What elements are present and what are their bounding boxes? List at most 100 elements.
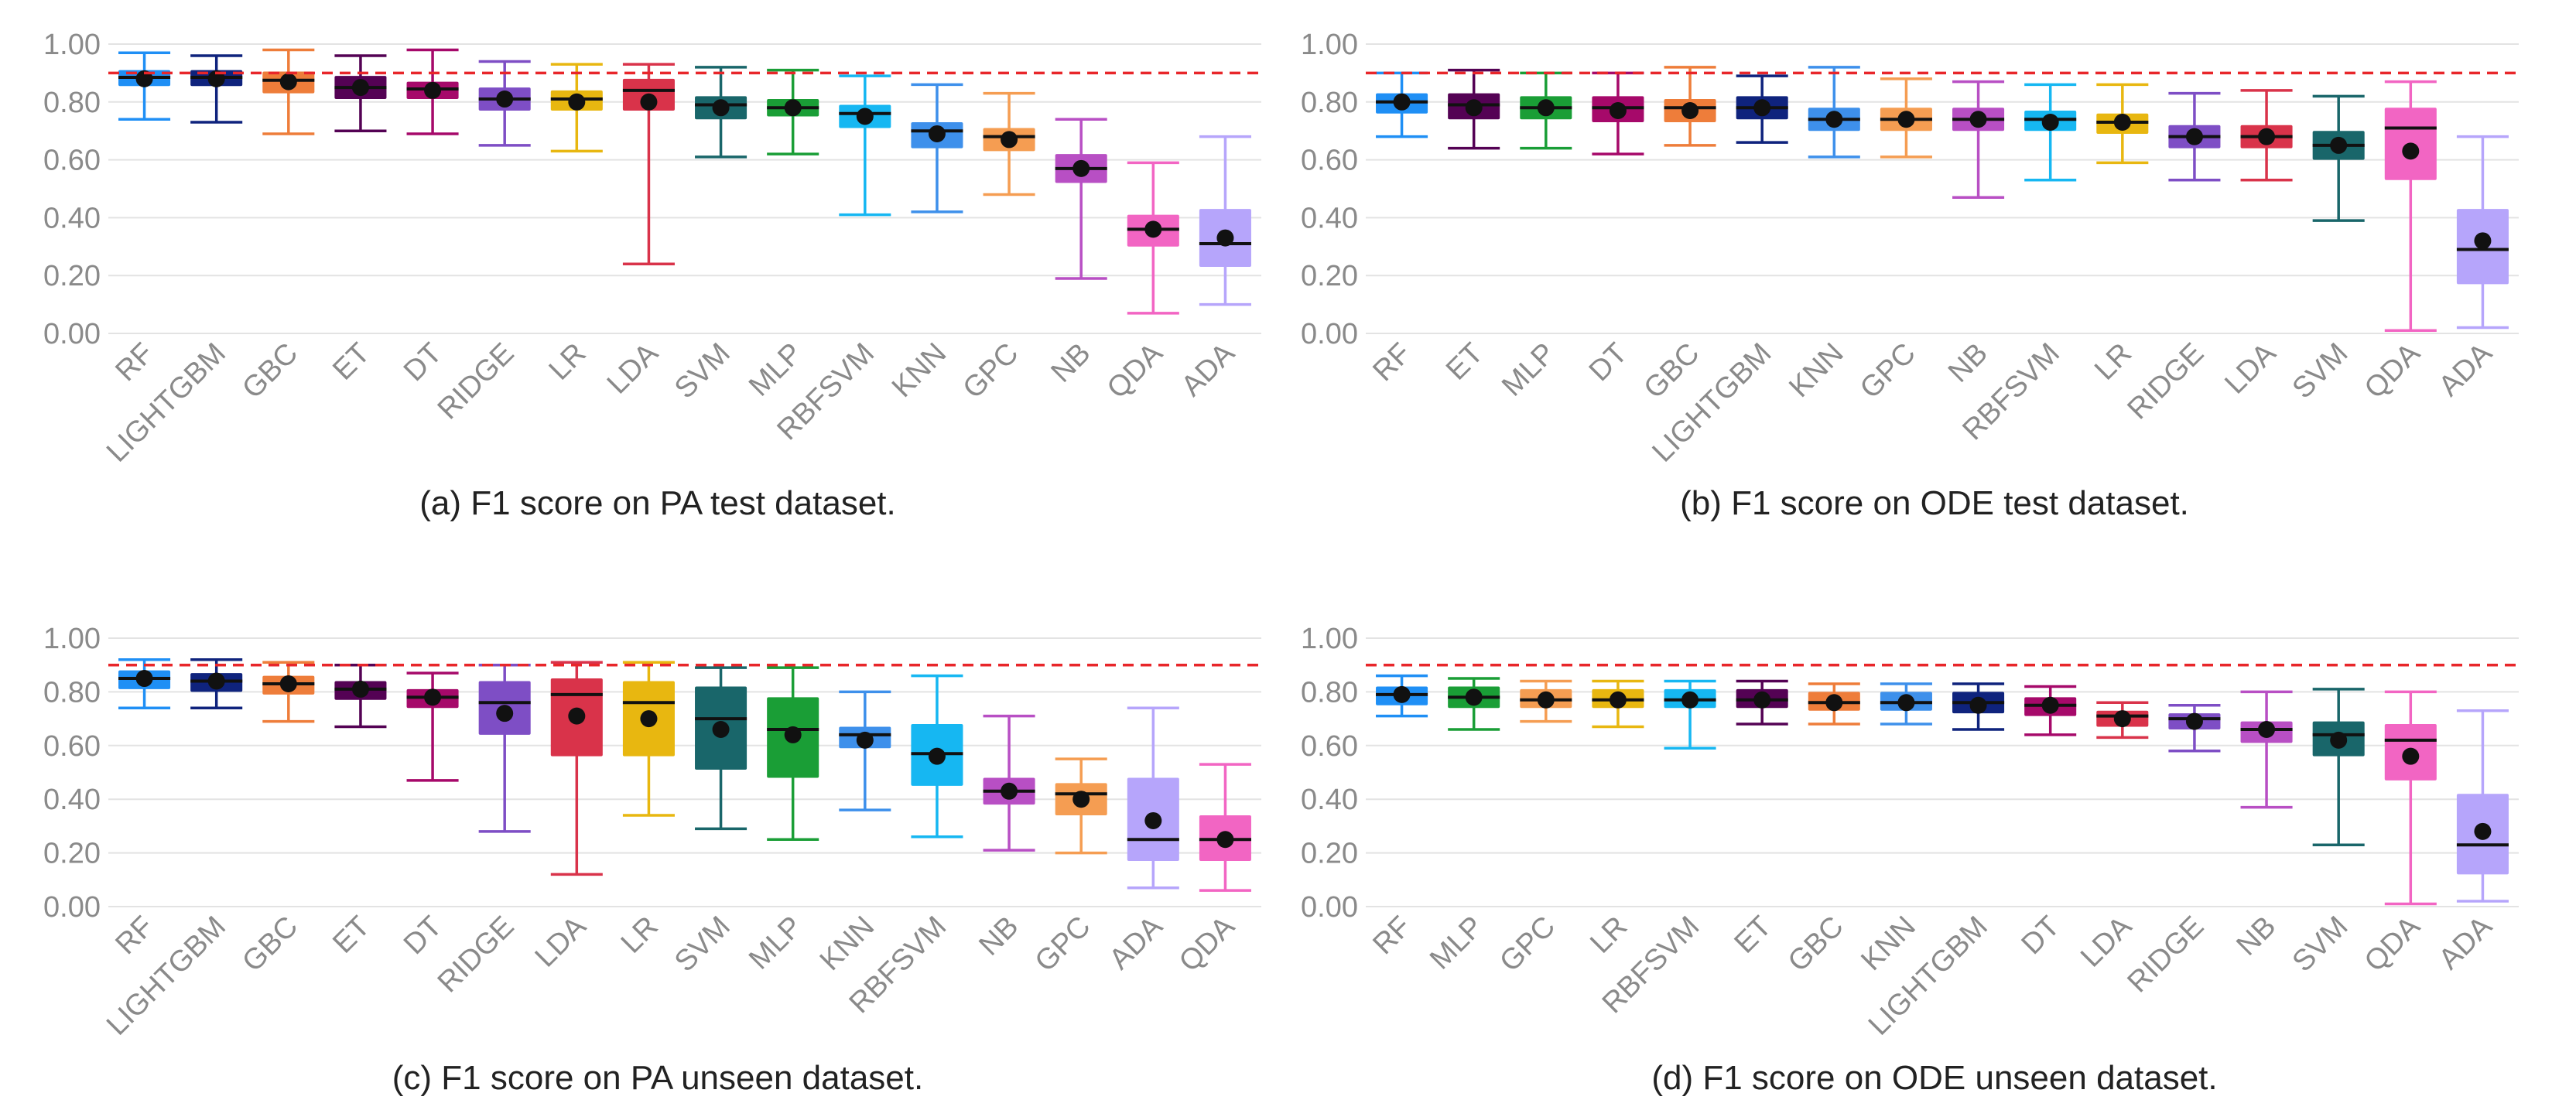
box-lda (2096, 701, 2149, 740)
x-tick-label: ET (327, 910, 376, 960)
y-tick-label: 0.20 (1301, 260, 1358, 292)
box-knn (1880, 682, 1932, 726)
mean-marker (1897, 694, 1915, 712)
mean-marker (1001, 782, 1018, 800)
x-tick-label: ET (1440, 337, 1490, 387)
mean-marker (1144, 220, 1162, 238)
mean-marker (2258, 720, 2276, 738)
x-tick-label: ADA (1175, 336, 1241, 402)
mean-marker (2330, 136, 2348, 154)
box-gbc (1808, 682, 1860, 726)
box-lightgbm (1952, 682, 2005, 731)
mean-marker (1393, 685, 1411, 703)
mean-marker (1681, 102, 1699, 120)
x-tick-label: ADA (2433, 336, 2499, 402)
y-tick-label: 0.80 (43, 87, 101, 119)
y-tick-label: 1.00 (1301, 623, 1358, 655)
box-et (334, 663, 387, 729)
box-gbc (262, 48, 315, 135)
x-tick-label: RF (1367, 337, 1418, 388)
mean-marker (2113, 710, 2131, 728)
x-tick-label: GPC (1493, 910, 1562, 979)
box-mlp (767, 68, 819, 155)
box-dt (406, 671, 459, 782)
box-ridge (478, 60, 531, 147)
box-svm (2312, 688, 2365, 846)
box-ada (1199, 135, 1251, 306)
x-tick-label: GBC (236, 337, 304, 405)
mean-marker (351, 79, 369, 97)
x-tick-label: GPC (1029, 910, 1097, 979)
x-tick-label: SVM (669, 337, 737, 405)
x-tick-label: QDA (1173, 910, 1241, 978)
mean-marker (784, 726, 802, 743)
mean-marker (856, 108, 874, 125)
x-tick-label: GBC (1637, 337, 1705, 405)
x-tick-label: SVM (2287, 910, 2355, 979)
x-tick-label: GBC (236, 910, 304, 979)
x-tick-label: MLP (1496, 337, 1562, 403)
box-gbc (262, 661, 315, 723)
caption-b: (b) F1 score on ODE test dataset. (1680, 484, 2189, 522)
y-tick-label: 0.80 (1301, 676, 1358, 709)
box-svm (2312, 94, 2365, 222)
caption-a: (a) F1 score on PA test dataset. (419, 484, 895, 522)
x-tick-label: RF (1367, 910, 1418, 962)
x-tick-label: RIDGE (2121, 910, 2210, 999)
caption-d: (d) F1 score on ODE unseen dataset. (1651, 1059, 2217, 1097)
box-lda (2240, 89, 2293, 182)
x-tick-label: KNN (814, 910, 881, 977)
box-mlp (767, 666, 819, 841)
box-svm (695, 66, 747, 159)
x-tick-label: GPC (956, 337, 1025, 405)
x-tick-label: KNN (886, 337, 953, 404)
y-tick-label: 0.40 (1301, 202, 1358, 234)
x-tick-label: NB (2230, 910, 2282, 962)
y-tick-label: 1.00 (43, 623, 101, 655)
mean-marker (207, 672, 225, 690)
x-tick-label: RF (109, 337, 160, 388)
x-tick-label: LR (543, 337, 593, 387)
box-lr (550, 63, 603, 153)
x-tick-label: KNN (1783, 337, 1849, 404)
box-dt (406, 48, 459, 135)
x-tick-label: NB (1942, 337, 1994, 389)
box-mlp (1520, 71, 1572, 150)
x-tick-label: LR (615, 910, 665, 960)
x-tick-label: LDA (2075, 910, 2138, 973)
box-lr (1592, 679, 1644, 729)
box-rbfsvm (839, 74, 891, 217)
box-rbfsvm (2024, 83, 2077, 182)
box-gpc (1520, 679, 1572, 723)
y-tick-label: 1.00 (43, 29, 101, 61)
mean-marker (2402, 142, 2420, 160)
box-ridge (2168, 91, 2221, 182)
x-tick-label: RIDGE (2121, 337, 2210, 426)
x-tick-label: GPC (1854, 337, 1922, 405)
box-knn (911, 83, 963, 213)
caption-c: (c) F1 score on PA unseen dataset. (392, 1059, 923, 1097)
mean-marker (135, 670, 153, 688)
box-rf (118, 658, 171, 709)
box-lda (622, 63, 675, 265)
x-tick-label: QDA (1101, 336, 1169, 405)
x-tick-label: MLP (1424, 910, 1490, 976)
mean-marker (1465, 688, 1483, 706)
y-tick-label: 0.20 (1301, 838, 1358, 870)
mean-marker (1537, 691, 1555, 709)
box-qda (2384, 690, 2437, 906)
box-et (1736, 679, 1788, 726)
mean-marker (207, 70, 225, 87)
y-tick-label: 0.40 (1301, 784, 1358, 816)
x-tick-label: DT (398, 337, 449, 388)
x-tick-label: LR (2089, 337, 2138, 387)
box-dt (1592, 71, 1644, 155)
box-nb (983, 714, 1035, 852)
mean-marker (1825, 694, 1843, 712)
box-lr (2096, 83, 2149, 165)
y-tick-label: 0.20 (43, 838, 101, 870)
box-qda (1127, 161, 1179, 315)
